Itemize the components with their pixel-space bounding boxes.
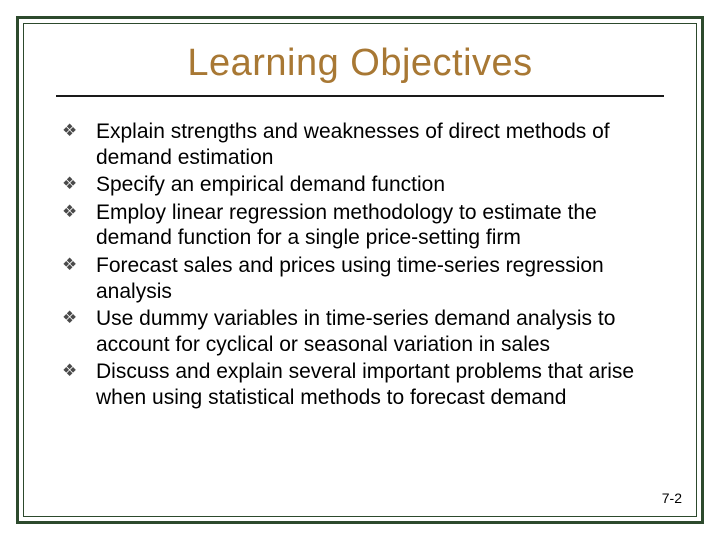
list-item: ❖ Specify an empirical demand function (62, 172, 664, 198)
objective-text: Forecast sales and prices using time-ser… (96, 254, 604, 303)
title-divider (56, 95, 664, 97)
objective-text: Explain strengths and weaknesses of dire… (96, 120, 610, 169)
diamond-bullet-icon: ❖ (62, 200, 77, 224)
list-item: ❖ Explain strengths and weaknesses of di… (62, 119, 664, 170)
slide-title: Learning Objectives (52, 42, 668, 85)
objective-text: Employ linear regression methodology to … (96, 201, 597, 250)
objective-text: Use dummy variables in time-series deman… (96, 307, 615, 356)
objective-text: Specify an empirical demand function (96, 173, 445, 196)
objectives-list: ❖ Explain strengths and weaknesses of di… (52, 119, 668, 411)
inner-border-frame: Learning Objectives ❖ Explain strengths … (23, 23, 697, 517)
diamond-bullet-icon: ❖ (62, 172, 77, 196)
diamond-bullet-icon: ❖ (62, 253, 77, 277)
list-item: ❖ Discuss and explain several important … (62, 359, 664, 410)
objective-text: Discuss and explain several important pr… (96, 360, 634, 409)
diamond-bullet-icon: ❖ (62, 359, 77, 383)
diamond-bullet-icon: ❖ (62, 119, 77, 143)
diamond-bullet-icon: ❖ (62, 306, 77, 330)
page-number: 7-2 (662, 490, 682, 506)
list-item: ❖ Employ linear regression methodology t… (62, 200, 664, 251)
list-item: ❖ Forecast sales and prices using time-s… (62, 253, 664, 304)
list-item: ❖ Use dummy variables in time-series dem… (62, 306, 664, 357)
outer-border-frame: Learning Objectives ❖ Explain strengths … (16, 16, 704, 524)
